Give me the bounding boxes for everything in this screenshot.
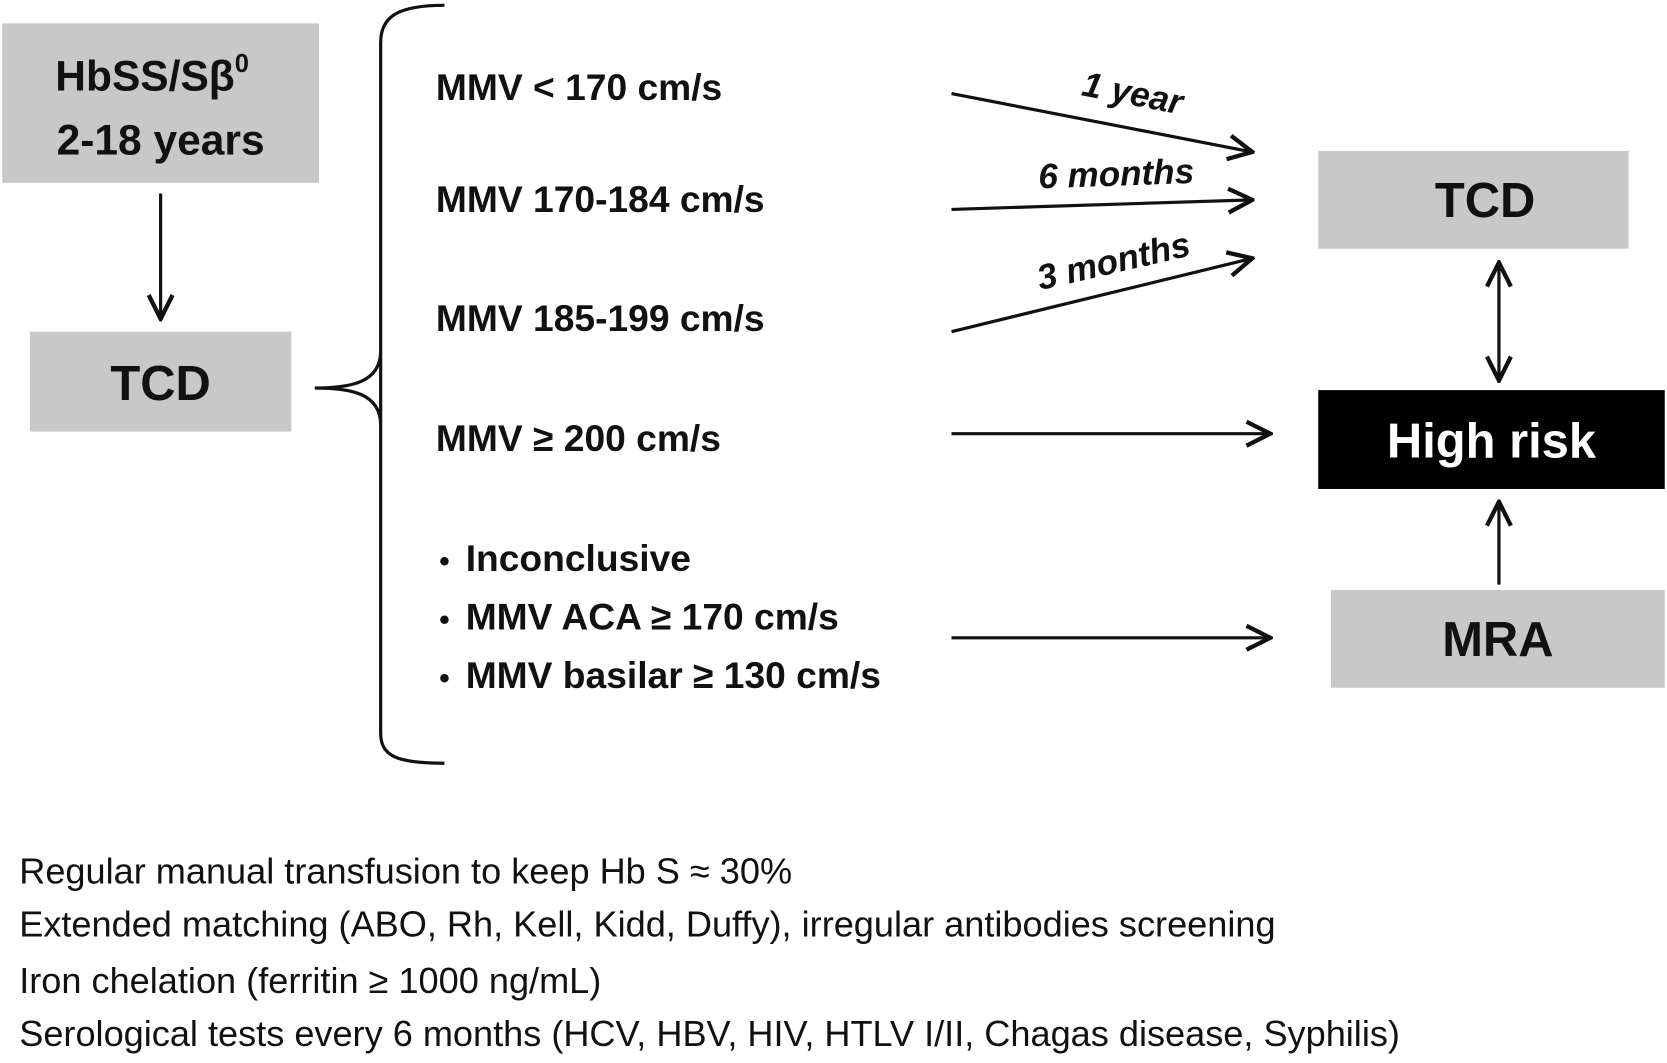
mra-label: MRA [1442, 613, 1553, 667]
mra-criterion: MMV ACA ≥ 170 cm/s [466, 596, 839, 638]
population-box [2, 23, 320, 183]
note: Iron chelation (ferritin ≥ 1000 ng/mL) [19, 960, 601, 1001]
bullet [440, 557, 449, 566]
population-label: HbSS/Sβ0 [55, 50, 249, 101]
mra-criterion: MMV basilar ≥ 130 cm/s [466, 654, 881, 696]
mra-criterion: Inconclusive [466, 537, 691, 579]
population-name: HbSS/Sβ [55, 54, 234, 101]
mra-box [1330, 589, 1665, 688]
condition: MMV ≥ 200 cm/s [436, 417, 721, 459]
note: Regular manual transfusion to keep Hb S … [19, 850, 792, 891]
condition: MMV 170-184 cm/s [436, 178, 765, 220]
brace [314, 3, 445, 765]
note: Serological tests every 6 months (HCV, H… [19, 1013, 1400, 1054]
tcd-followup-box [1318, 150, 1629, 249]
condition: MMV 185-199 cm/s [436, 297, 765, 339]
high-risk-box [1318, 390, 1665, 489]
interval-label: 3 months [1033, 225, 1194, 298]
arrow [951, 200, 1252, 210]
note: Extended matching (ABO, Rh, Kell, Kidd, … [19, 903, 1275, 944]
bullet [440, 673, 449, 683]
population-age: 2-18 years [57, 118, 265, 165]
arrow [951, 258, 1252, 334]
population-superscript: 0 [235, 50, 249, 78]
tcd-box [29, 331, 292, 432]
condition: MMV < 170 cm/s [436, 66, 722, 108]
bullet [440, 615, 449, 624]
tcd-followup-label: TCD [1435, 174, 1535, 228]
arrow [951, 91, 1252, 152]
interval-label: 1 year [1079, 65, 1188, 123]
high-risk-label: High risk [1387, 414, 1597, 468]
tcd-label: TCD [110, 357, 210, 411]
interval-label: 6 months [1038, 152, 1195, 196]
